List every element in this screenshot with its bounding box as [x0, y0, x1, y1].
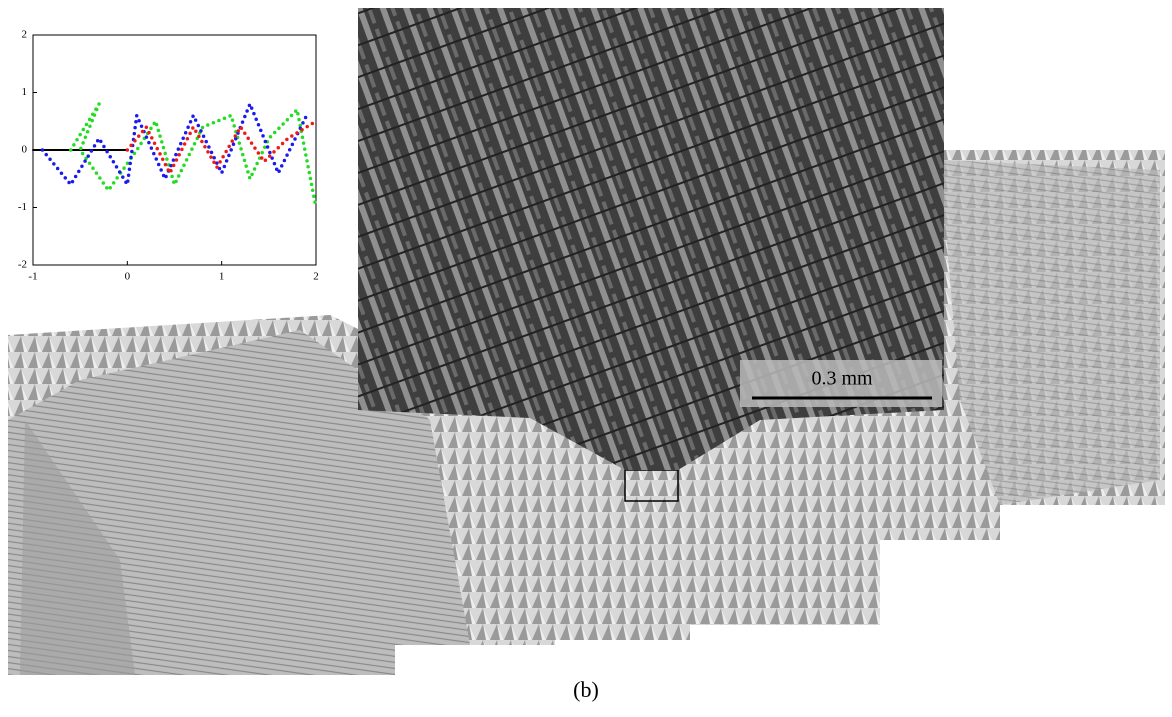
x-tick-label: 1	[219, 271, 225, 283]
y-tick-label: -2	[18, 259, 27, 271]
y-tick-label: -1	[18, 201, 27, 213]
figure: 0.3 mm -1012-2-1012 (b)	[0, 0, 1172, 712]
y-tick-label: 2	[22, 29, 28, 41]
x-tick-label: 0	[125, 271, 131, 283]
y-tick-label: 0	[22, 144, 28, 156]
sem-inset: 0.3 mm	[358, 8, 944, 470]
y-tick-label: 1	[22, 86, 28, 98]
caption: (b)	[573, 677, 599, 702]
x-tick-label: -1	[28, 271, 37, 283]
scale-bar-label: 0.3 mm	[811, 368, 873, 390]
x-tick-label: 2	[313, 271, 319, 283]
